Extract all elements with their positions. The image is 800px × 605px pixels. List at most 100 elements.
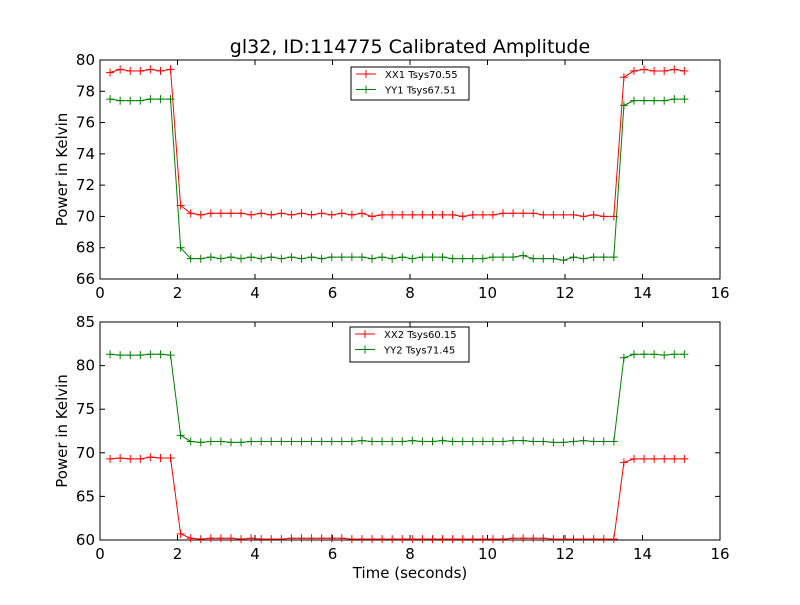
- data-point: [478, 437, 487, 446]
- data-point: [619, 73, 628, 82]
- data-point: [418, 437, 427, 446]
- series-yy2: [106, 350, 689, 447]
- legend-box: [349, 326, 470, 363]
- data-point: [660, 66, 669, 75]
- bottom-plot: 0 2 4 6 8 10 12 14 16 60 65 70 75 80 85 Power in Kelvin…: [53, 313, 730, 563]
- data-point: [347, 437, 356, 446]
- x-tick-label: 8: [405, 284, 415, 302]
- data-point: [247, 210, 256, 219]
- data-point: [448, 254, 457, 263]
- data-point: [458, 535, 467, 544]
- y-tick-label: 66: [76, 270, 95, 288]
- data-point: [398, 253, 407, 262]
- data-point: [408, 254, 417, 263]
- data-point: [428, 535, 437, 544]
- data-point: [468, 254, 477, 263]
- data-point: [609, 437, 618, 446]
- legend-label: YY1 Tsys67.51: [384, 86, 456, 97]
- data-point: [478, 254, 487, 263]
- y-tick-label: 75: [76, 400, 95, 418]
- data-point: [680, 95, 689, 104]
- data-point: [468, 437, 477, 446]
- data-point: [408, 535, 417, 544]
- data-point: [216, 534, 225, 543]
- data-point: [569, 210, 578, 219]
- data-point: [307, 534, 316, 543]
- data-point: [599, 212, 608, 221]
- data-point: [116, 65, 125, 74]
- data-point: [317, 534, 326, 543]
- data-point: [307, 253, 316, 262]
- data-point: [247, 534, 256, 543]
- data-point: [388, 437, 397, 446]
- data-point: [458, 437, 467, 446]
- legend-item: XX2 Tsys60.15: [355, 330, 457, 341]
- data-point: [529, 209, 538, 218]
- data-point: [156, 95, 165, 104]
- data-point: [146, 95, 155, 104]
- data-point: [317, 254, 326, 263]
- data-point: [257, 209, 266, 218]
- data-point: [357, 436, 366, 445]
- data-point: [368, 535, 377, 544]
- data-point: [680, 66, 689, 75]
- data-point: [196, 535, 205, 544]
- data-point: [287, 253, 296, 262]
- data-point: [438, 436, 447, 445]
- data-point: [347, 210, 356, 219]
- data-point: [196, 438, 205, 447]
- chart-title: gl32, ID:114775 Calibrated Amplitude: [230, 36, 590, 58]
- data-point: [670, 65, 679, 74]
- data-point: [136, 66, 145, 75]
- legend-item: XX1 Tsys70.55: [356, 70, 458, 81]
- data-point: [549, 210, 558, 219]
- data-point: [126, 66, 135, 75]
- data-point: [640, 454, 649, 463]
- data-point: [519, 436, 528, 445]
- data-point: [257, 437, 266, 446]
- x-tick-label: 12: [555, 545, 574, 563]
- data-point: [136, 351, 145, 360]
- data-point: [650, 66, 659, 75]
- data-point: [569, 535, 578, 544]
- data-point: [327, 534, 336, 543]
- data-point: [629, 66, 638, 75]
- data-point: [186, 437, 195, 446]
- x-tick-label: 14: [633, 545, 652, 563]
- data-point: [176, 431, 185, 440]
- data-point: [357, 209, 366, 218]
- data-point: [347, 535, 356, 544]
- data-point: [378, 437, 387, 446]
- data-point: [307, 210, 316, 219]
- data-point: [549, 535, 558, 544]
- data-point: [378, 253, 387, 262]
- data-point: [237, 254, 246, 263]
- data-point: [257, 254, 266, 263]
- data-point: [579, 254, 588, 263]
- data-point: [196, 254, 205, 263]
- data-point: [106, 95, 115, 104]
- data-point: [488, 535, 497, 544]
- data-point: [478, 535, 487, 544]
- data-point: [226, 534, 235, 543]
- data-point: [529, 254, 538, 263]
- series-line: [109, 68, 685, 217]
- data-point: [499, 437, 507, 446]
- data-point: [378, 210, 387, 219]
- data-point: [317, 209, 326, 218]
- data-point: [488, 253, 497, 262]
- x-tick-label: 4: [250, 284, 260, 302]
- x-axis-label: Time (seconds): [352, 564, 468, 582]
- data-point: [357, 535, 366, 544]
- series-line: [110, 353, 685, 443]
- data-point: [146, 65, 155, 74]
- data-point: [589, 253, 598, 262]
- y-tick-label: 80: [76, 51, 95, 69]
- data-point: [226, 209, 235, 218]
- legend-item: YY1 Tsys67.51: [356, 85, 456, 97]
- data-point: [428, 437, 437, 446]
- data-point: [247, 253, 256, 262]
- x-tick-label: 2: [173, 545, 183, 563]
- data-point: [327, 210, 336, 219]
- data-point: [579, 436, 588, 445]
